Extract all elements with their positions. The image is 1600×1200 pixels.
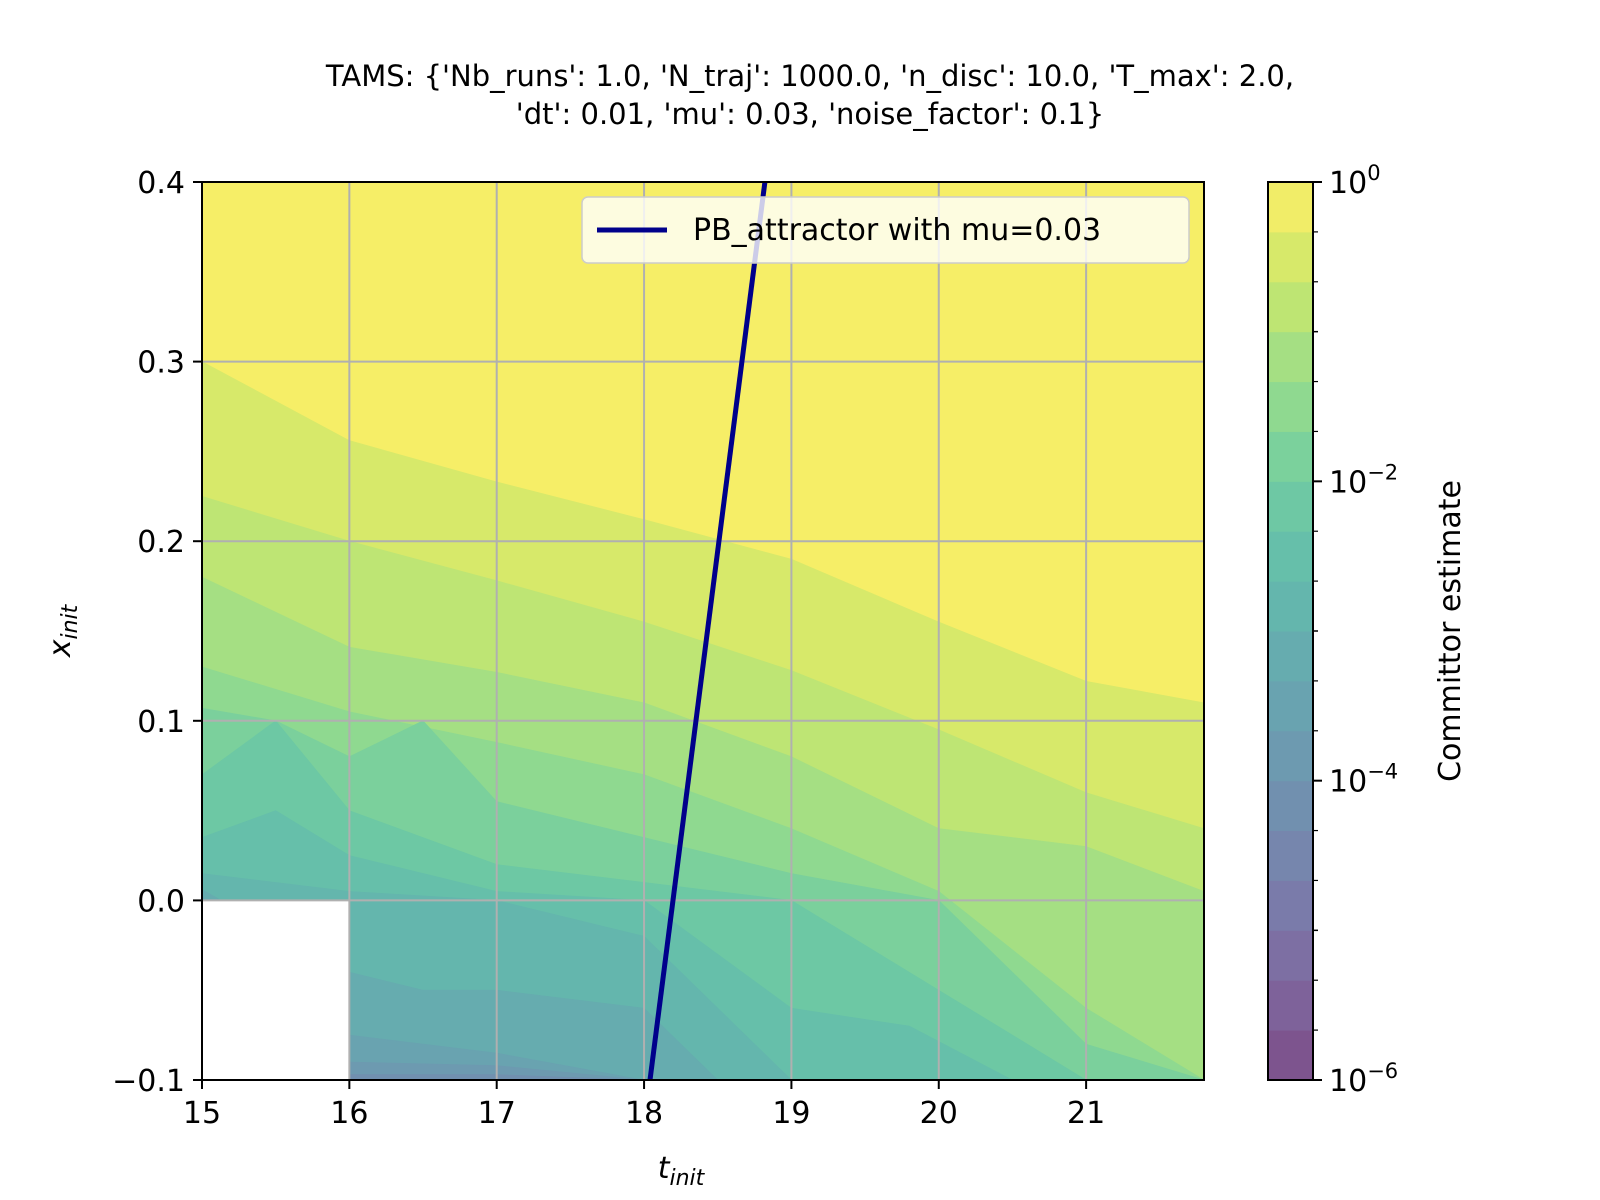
colorbar-tick-label: 100 (1329, 161, 1381, 201)
x-axis-ticks: 15 16 17 18 19 20 21 (183, 1080, 1105, 1131)
colorbar-band (1268, 581, 1313, 632)
colorbar-tick-label: 10−4 (1329, 760, 1398, 800)
masked-region (202, 900, 350, 1080)
plot-frame (201, 181, 1205, 1081)
x-tick-label: 21 (1067, 1096, 1105, 1131)
legend-label: PB_attractor with mu=0.03 (693, 213, 1101, 248)
y-axis-label: xinit (43, 603, 83, 658)
x-tick-label: 20 (920, 1096, 958, 1131)
colorbar-ticks: 100 10−2 10−4 10−6 (1313, 161, 1398, 1099)
y-tick-label: 0.3 (137, 346, 185, 381)
y-tick-label: 0.2 (137, 525, 185, 560)
colorbar-band (1268, 531, 1313, 582)
plot-area: 15 16 17 18 19 20 21 −0.1 0.0 0.1 0.2 0.3 0.4 (112, 166, 1205, 1131)
x-tick-label: 19 (772, 1096, 810, 1131)
colorbar-band (1268, 880, 1313, 931)
x-tick-label: 16 (330, 1096, 368, 1131)
colorbar-band (1268, 431, 1313, 482)
x-axis-label: tinit (658, 1151, 706, 1191)
colorbar-band (1268, 381, 1313, 432)
x-tick-label: 17 (478, 1096, 516, 1131)
colorbar-band (1268, 780, 1313, 832)
colorbar-band (1268, 730, 1313, 782)
colorbar-band (1268, 680, 1313, 732)
x-tick-label: 15 (183, 1096, 221, 1131)
chart-title-line-2: 'dt': 0.01, 'mu': 0.03, 'noise_factor': … (516, 97, 1104, 131)
x-tick-label: 18 (625, 1096, 663, 1131)
colorbar-label: Committor estimate (1433, 480, 1468, 782)
colorbar-band (1268, 231, 1313, 283)
y-axis-ticks: −0.1 0.0 0.1 0.2 0.3 0.4 (112, 166, 202, 1099)
colorbar-band (1268, 481, 1313, 532)
legend: PB_attractor with mu=0.03 (581, 196, 1190, 264)
legend-box (581, 196, 1190, 264)
y-tick-label: 0.4 (137, 166, 185, 201)
y-tick-label: 0.1 (137, 705, 185, 740)
colorbar-band (1268, 182, 1313, 233)
y-tick-label: 0.0 (137, 884, 185, 919)
contour-bands (202, 182, 1204, 1080)
colorbar-band (1268, 830, 1313, 881)
chart-title-line-1: TAMS: {'Nb_runs': 1.0, 'N_traj': 1000.0,… (325, 59, 1294, 93)
colorbar-tick-label: 10−2 (1329, 460, 1398, 500)
grid-lines (201, 181, 1204, 1081)
colorbar-tick-label: 10−6 (1329, 1059, 1398, 1099)
y-tick-label: −0.1 (112, 1064, 185, 1099)
colorbar-band (1268, 1030, 1313, 1081)
colorbar-band (1268, 930, 1313, 981)
series-lines (647, 182, 768, 1080)
colorbar-band (1268, 980, 1313, 1031)
colorbar-band (1268, 331, 1313, 383)
colorbar-band (1268, 631, 1313, 682)
series-line-pb-attractor (647, 182, 768, 1080)
colorbar-bands (1268, 182, 1313, 1081)
colorbar-band (1268, 281, 1313, 333)
colorbar: 100 10−2 10−4 10−6 Committor estimate (1267, 161, 1468, 1099)
